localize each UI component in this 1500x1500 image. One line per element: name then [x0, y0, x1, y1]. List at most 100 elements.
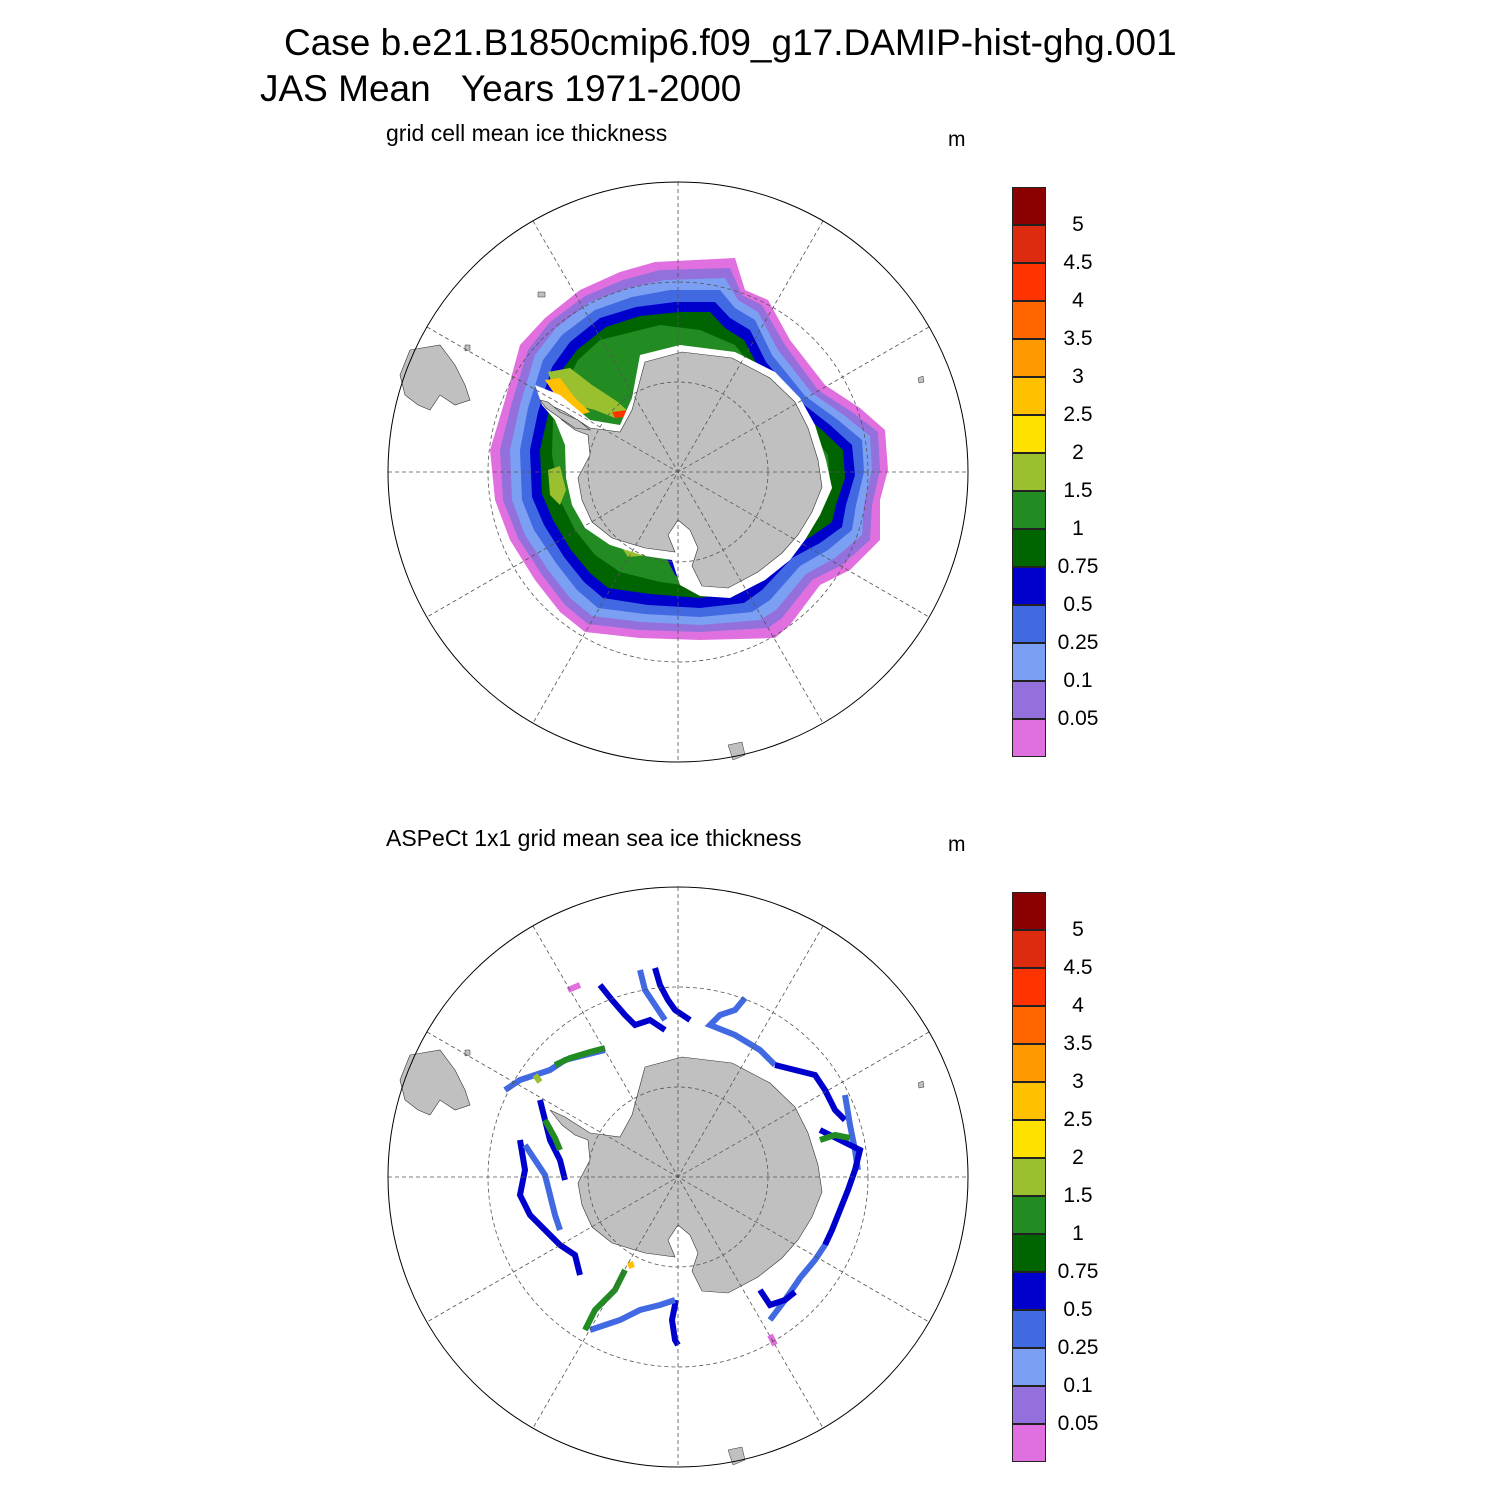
colorbar-label: 4.5: [1063, 956, 1093, 979]
colorbar-label: 0.5: [1063, 1298, 1093, 1321]
colorbar-label: 4: [1072, 289, 1084, 312]
colorbar-label: 0.5: [1063, 593, 1093, 616]
colorbar-swatch: [1012, 567, 1046, 605]
colorbar-swatch: [1012, 263, 1046, 301]
colorbar-label: 1.5: [1063, 1184, 1093, 1207]
panel2-units: m: [948, 833, 966, 856]
colorbar-swatch: [1012, 301, 1046, 339]
colorbar-1: [1012, 187, 1046, 757]
colorbar-label: 4.5: [1063, 251, 1093, 274]
track-b: [637, 969, 668, 1022]
track-r: [537, 1099, 568, 1181]
track-m: [589, 1297, 676, 1333]
colorbar-swatch: [1012, 719, 1046, 757]
track-p: [516, 1139, 583, 1276]
colorbar-label: 2: [1072, 441, 1084, 464]
colorbar-swatch: [1012, 339, 1046, 377]
panel1-units: m: [948, 128, 966, 151]
south-america-tip-2: [399, 1049, 471, 1116]
small-island-2-2: [917, 1080, 925, 1089]
colorbar-swatch: [1012, 1348, 1046, 1386]
track-a: [597, 983, 667, 1033]
track-w: [532, 1073, 543, 1084]
track-q: [522, 1143, 563, 1231]
colorbar-label: 3: [1072, 365, 1084, 388]
track-e: [774, 1062, 848, 1123]
track-d: [704, 996, 778, 1068]
track-l: [668, 1299, 681, 1347]
map-boundary-1: [387, 181, 969, 763]
colorbar-swatch: [1012, 1006, 1046, 1044]
small-island-4: [537, 291, 546, 298]
colorbar-label: 5: [1072, 213, 1084, 236]
panel1-subtitle: grid cell mean ice thickness: [386, 120, 668, 146]
track-n: [582, 1268, 628, 1332]
track-s: [542, 1118, 563, 1152]
colorbar-2: [1012, 892, 1046, 1462]
colorbar-label: 3.5: [1063, 1032, 1093, 1055]
colorbar-swatch: [1012, 1424, 1046, 1462]
colorbar-swatch: [1012, 681, 1046, 719]
small-island-2-1: [464, 1049, 471, 1057]
graticule-2: [388, 887, 968, 1467]
colorbar-swatch: [1012, 643, 1046, 681]
colorbar-swatch: [1012, 1196, 1046, 1234]
track-h: [819, 1131, 851, 1143]
colorbar-label: 3: [1072, 1070, 1084, 1093]
small-island-1: [464, 344, 471, 352]
colorbar-swatch: [1012, 377, 1046, 415]
colorbar-swatch: [1012, 225, 1046, 263]
colorbar-swatch: [1012, 529, 1046, 567]
small-island-2: [917, 375, 925, 384]
colorbar-swatch: [1012, 968, 1046, 1006]
colorbar-swatch: [1012, 1158, 1046, 1196]
colorbar-label: 0.1: [1063, 669, 1093, 692]
colorbar-label: 0.25: [1057, 1336, 1099, 1359]
colorbar-label: 0.1: [1063, 1374, 1093, 1397]
track-j: [757, 1288, 797, 1309]
ice-band-2-patch: [548, 368, 632, 418]
colorbar-swatch: [1012, 892, 1046, 930]
colorbar-label: 2.5: [1063, 403, 1093, 426]
panel2-map: [387, 886, 969, 1468]
track-o: [627, 1261, 635, 1269]
map-boundary-2: [387, 886, 969, 1468]
track-g: [818, 1127, 864, 1247]
colorbar-label: 0.05: [1057, 707, 1099, 730]
track-t: [503, 1047, 606, 1093]
colorbar-swatch: [1012, 453, 1046, 491]
ice-band-2-patch-b: [548, 466, 566, 505]
panel2-subtitle: ASPeCt 1x1 grid mean sea ice thickness: [386, 825, 802, 851]
colorbar-label: 1: [1072, 517, 1084, 540]
south-america-tip: [399, 344, 471, 411]
colorbar-label: 0.25: [1057, 631, 1099, 654]
colorbar-swatch: [1012, 1272, 1046, 1310]
colorbar-label: 0.05: [1057, 1412, 1099, 1435]
track-v: [566, 982, 582, 993]
track-u: [553, 1045, 606, 1068]
panel1-map: [387, 181, 969, 763]
colorbar-label: 2.5: [1063, 1108, 1093, 1131]
colorbar-swatch: [1012, 1234, 1046, 1272]
colorbar-label: 3.5: [1063, 327, 1093, 350]
track-i: [767, 1243, 828, 1322]
colorbar-swatch: [1012, 415, 1046, 453]
colorbar-label: 2: [1072, 1146, 1084, 1169]
ice-band-2.5-patch: [545, 378, 590, 415]
colorbar-label: 5: [1072, 918, 1084, 941]
antarctica-land-2: [549, 1056, 823, 1294]
colorbar-swatch: [1012, 1386, 1046, 1424]
colorbar-swatch: [1012, 187, 1046, 225]
main-title-line2: JAS Mean Years 1971-2000: [260, 68, 742, 109]
colorbar-swatch: [1012, 605, 1046, 643]
colorbar-swatch: [1012, 1120, 1046, 1158]
colorbar-swatch: [1012, 1044, 1046, 1082]
colorbar-swatch: [1012, 491, 1046, 529]
colorbar-swatch: [1012, 930, 1046, 968]
colorbar-label: 0.75: [1057, 1260, 1099, 1283]
colorbar-label: 1: [1072, 1222, 1084, 1245]
colorbar-label: 1.5: [1063, 479, 1093, 502]
colorbar-swatch: [1012, 1082, 1046, 1120]
main-title-line1: Case b.e21.B1850cmip6.f09_g17.DAMIP-hist…: [284, 22, 1177, 63]
